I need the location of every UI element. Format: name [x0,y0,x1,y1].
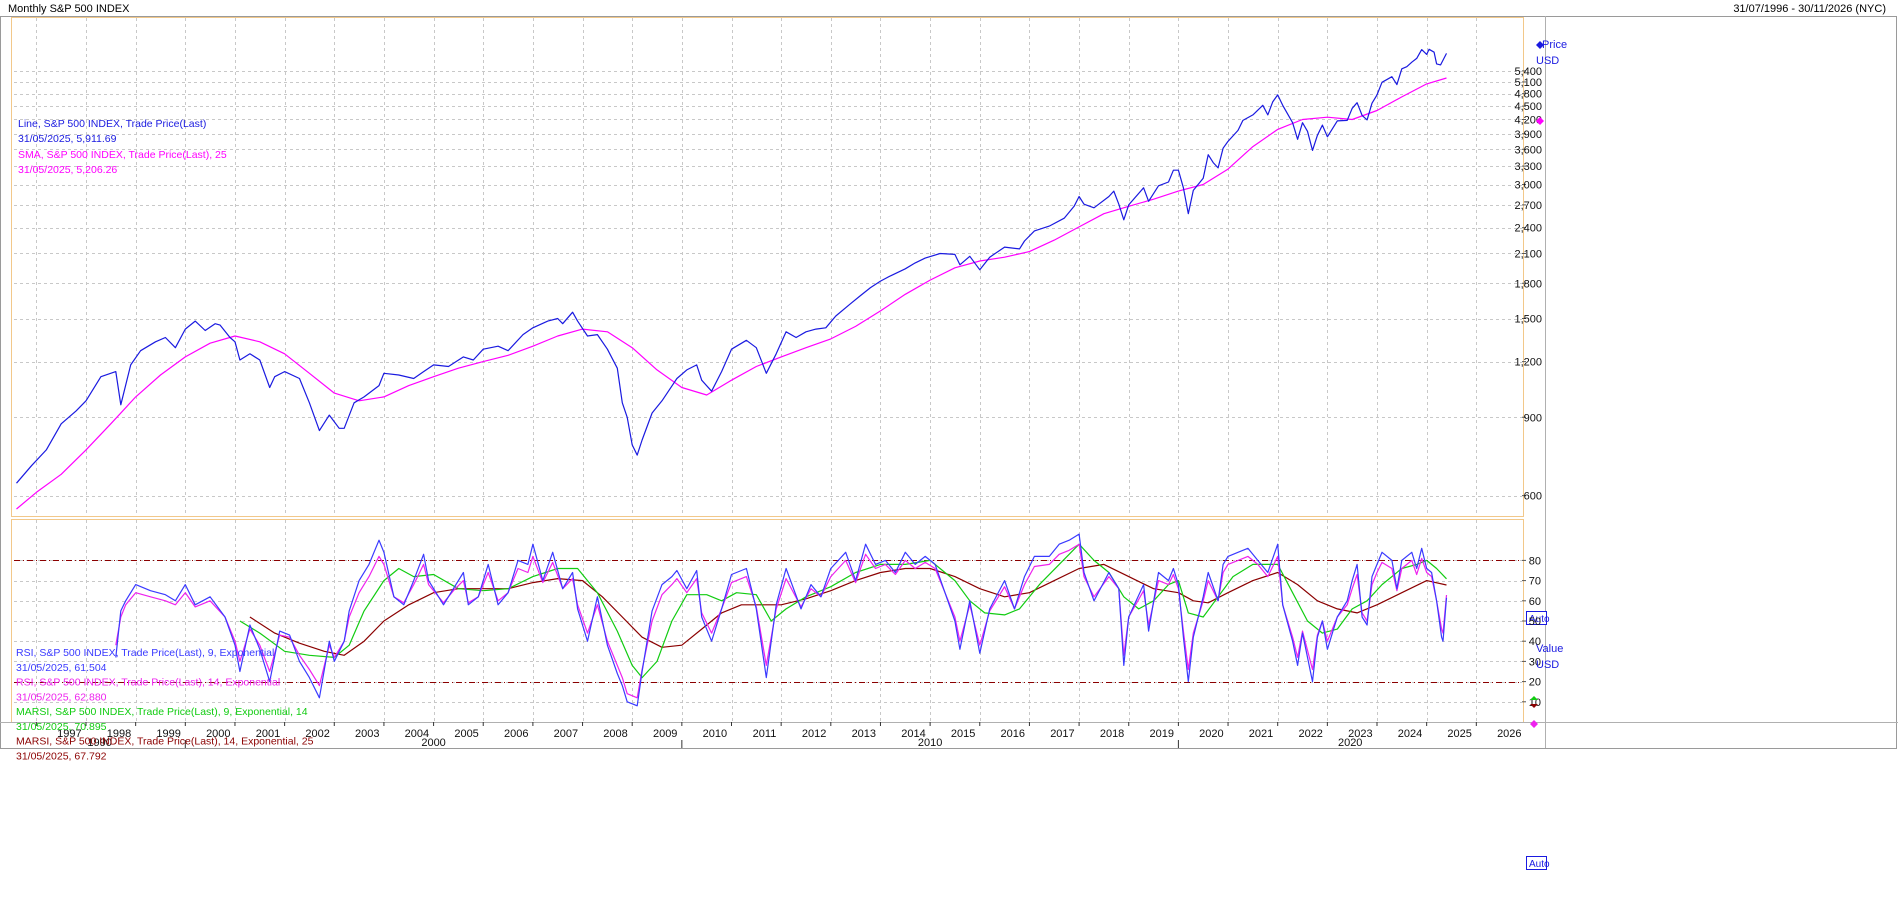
legend-indicator-label: MARSI, S&P 500 INDEX, Trade Price(Last),… [16,736,314,748]
y-tick-label-indicator: 80 [1529,555,1541,567]
legend-indicator-value: 31/05/2025, 67.792 [16,751,107,763]
legend-indicator-value: 31/05/2025, 61.504 [16,662,107,674]
marsi9-marker-icon [1530,696,1538,700]
x-tick-label: 2016 [1001,728,1025,740]
price-axis-unit: USD [1536,55,1559,67]
y-tick-label-price: 4,500 [1514,101,1542,113]
legend-indicator-value: 31/05/2025, 62.880 [16,692,107,704]
y-tick-label-price: 2,700 [1514,200,1542,212]
x-tick-label: 2013 [852,728,876,740]
legend-indicator-value: 31/05/2025, 70.895 [16,721,107,733]
rsi14-marker-icon [1530,720,1538,728]
y-tick-label-price: 4,200 [1514,114,1542,126]
marsi14-marker-icon [1530,704,1538,708]
y-tick-label-price: 4,800 [1514,89,1542,101]
decade-label: 2000 [421,737,445,749]
y-tick-label-price: 3,300 [1514,161,1542,173]
auto-label-price: Auto [1529,614,1550,625]
y-tick-label-indicator: 40 [1529,636,1541,648]
marsi9-line [239,543,1447,679]
x-tick-label: 2026 [1497,728,1521,740]
x-tick-label: 2002 [305,728,329,740]
x-tick-label: 2015 [951,728,975,740]
decade-label: 1990 [87,737,111,749]
y-tick-label-price: 1,800 [1514,278,1542,290]
x-tick-label: 2000 [206,728,230,740]
indicator-axis-unit: USD [1536,659,1559,671]
chart-title: Monthly S&P 500 INDEX [8,3,130,15]
y-tick-label-price: 3,900 [1514,129,1542,141]
y-tick-label-indicator: 60 [1529,596,1541,608]
y-tick-label-price: 3,600 [1514,144,1542,156]
y-tick-label-indicator: 20 [1529,677,1541,689]
y-tick-label-price: 600 [1524,491,1542,503]
x-tick-label: 1997 [57,728,81,740]
x-tick-label: 2005 [454,728,478,740]
x-tick-label: 2007 [554,728,578,740]
x-tick-label: 2018 [1100,728,1124,740]
legend-indicator-label: MARSI, S&P 500 INDEX, Trade Price(Last),… [16,706,308,718]
rsi14-line [115,543,1448,699]
x-tick-label: 2023 [1348,728,1372,740]
x-tick-label: 1998 [107,728,131,740]
y-tick-label-indicator: 70 [1529,576,1541,588]
price-axis-header: Price [1542,39,1567,51]
y-tick-label-price: 5,100 [1514,77,1542,89]
x-tick-label: 1999 [156,728,180,740]
price-panel-border [11,17,1524,517]
price-line [16,48,1448,484]
auto-button-indicator [1526,856,1547,870]
x-tick-label: 2017 [1050,728,1074,740]
legend-price-label: Line, S&P 500 INDEX, Trade Price(Last) [18,118,206,130]
legend-indicator-label: RSI, S&P 500 INDEX, Trade Price(Last), 1… [16,677,280,689]
price-marker-icon [1536,41,1544,49]
y-tick-label-price: 3,000 [1514,180,1542,192]
outer-frame [0,16,1897,749]
x-tick-label: 2001 [256,728,280,740]
y-tick-label-indicator: 30 [1529,656,1541,668]
legend-indicator-label: RSI, S&P 500 INDEX, Trade Price(Last), 9… [16,647,274,659]
x-tick-label: 2004 [405,728,429,740]
x-tick-label: 2020 [1199,728,1223,740]
x-tick-label: 2011 [753,728,777,740]
auto-label-indicator: Auto [1529,859,1550,870]
y-tick-label-indicator: 50 [1529,616,1541,628]
auto-button-price [1526,611,1547,625]
rsi9-line [115,533,1448,707]
x-tick-label: 2010 [703,728,727,740]
y-tick-label-price: 1,500 [1514,314,1542,326]
y-tick-label-price: 1,200 [1514,357,1542,369]
decade-label: 2020 [1338,737,1362,749]
x-tick-label: 2006 [504,728,528,740]
x-tick-label: 2022 [1298,728,1322,740]
sma-line [16,77,1447,510]
y-tick-label-price: 5,400 [1514,66,1542,78]
x-tick-label: 2014 [901,728,925,740]
x-tick-label: 2025 [1447,728,1471,740]
y-tick-label-price: 2,400 [1514,223,1542,235]
legend-price-label: SMA, S&P 500 INDEX, Trade Price(Last), 2… [18,149,227,161]
indicator-axis-header: Value [1536,643,1563,655]
x-tick-label: 2008 [603,728,627,740]
sma-marker-icon [1536,117,1544,125]
legend-price-value: 31/05/2025, 5,911.69 [18,133,117,145]
x-tick-label: 2024 [1398,728,1422,740]
x-tick-label: 2021 [1249,728,1273,740]
x-tick-label: 2009 [653,728,677,740]
decade-label: 2010 [918,737,942,749]
x-tick-label: 2012 [802,728,826,740]
x-tick-label: 2019 [1149,728,1173,740]
x-tick-label: 2003 [355,728,379,740]
y-tick-label-price: 900 [1524,412,1542,424]
legend-price-value: 31/05/2025, 5,206.26 [18,164,117,176]
y-tick-label-price: 2,100 [1514,248,1542,260]
date-range: 31/07/1996 - 30/11/2026 (NYC) [1733,3,1886,15]
